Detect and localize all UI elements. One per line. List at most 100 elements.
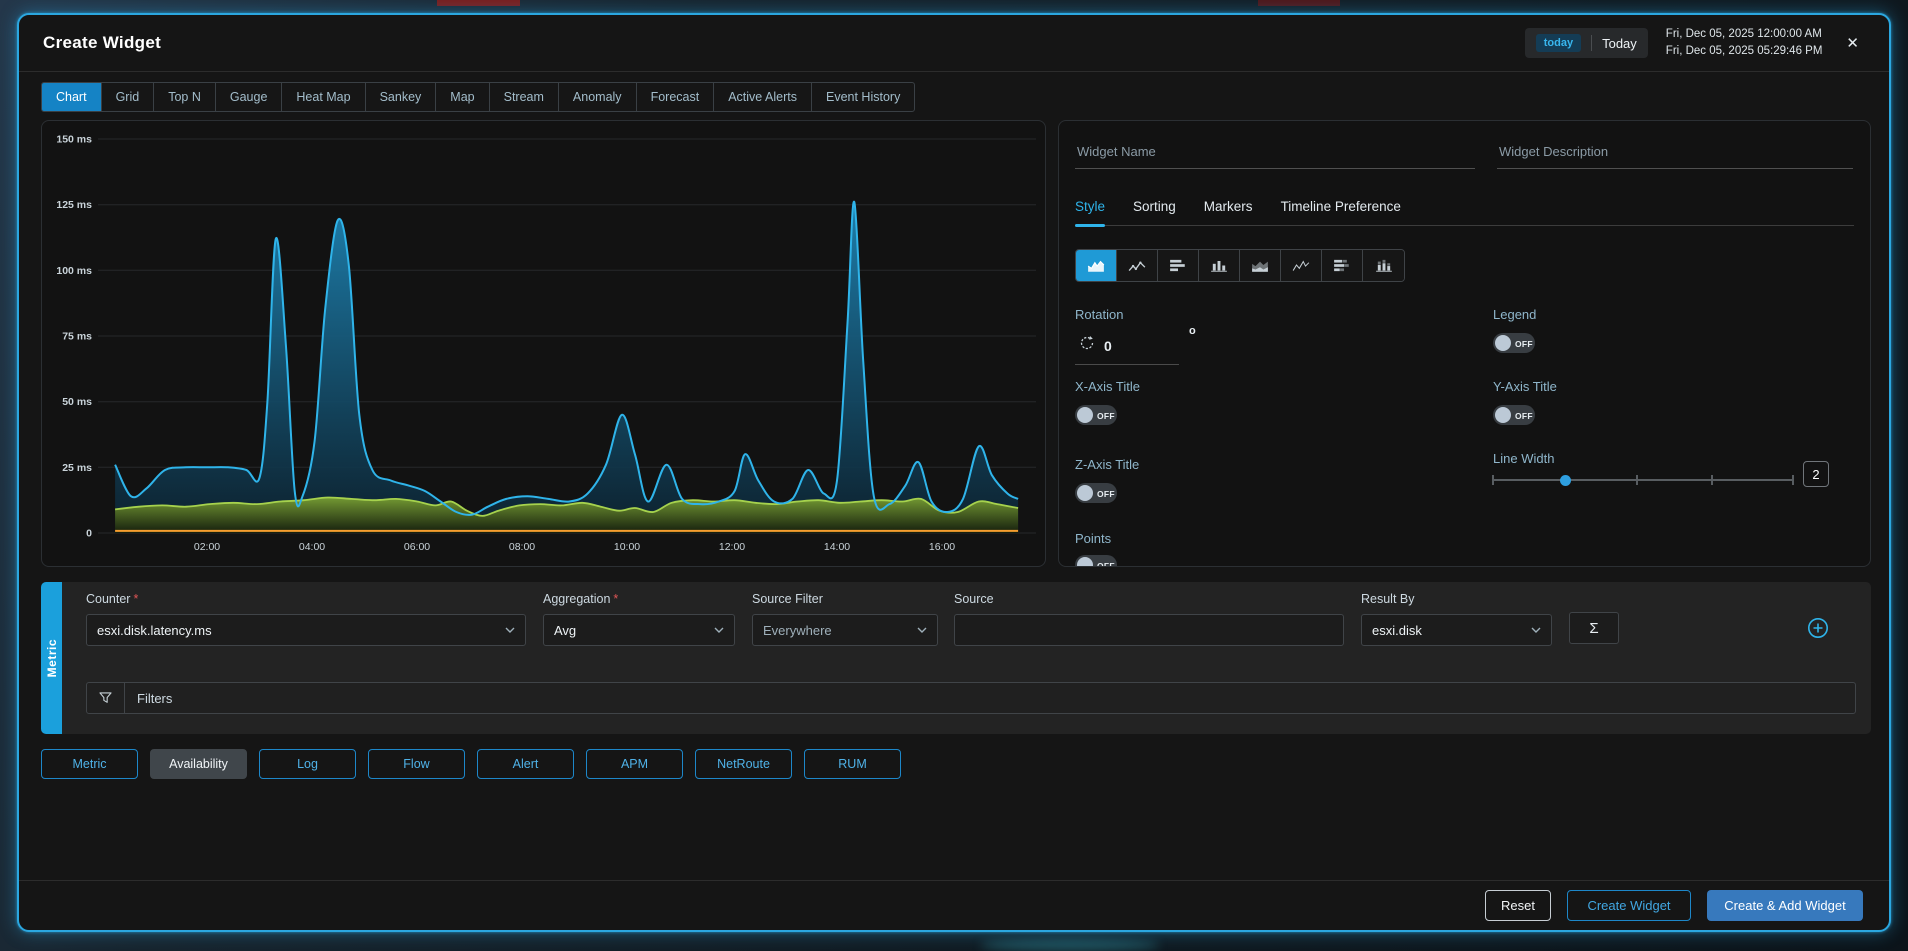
datasource-tab-alert[interactable]: Alert	[477, 749, 574, 779]
counter-select[interactable]: esxi.disk.latency.ms	[86, 614, 526, 646]
svg-text:16:00: 16:00	[929, 541, 955, 553]
slider-handle[interactable]	[1560, 475, 1571, 486]
widget-name-input[interactable]	[1075, 135, 1475, 169]
widget-type-tab-grid[interactable]: Grid	[102, 83, 155, 111]
area-chart-icon[interactable]	[1076, 250, 1117, 281]
widget-type-tab-sankey[interactable]: Sankey	[366, 83, 437, 111]
y-axis-title-toggle[interactable]: OFF	[1493, 405, 1535, 425]
source-field: Source	[954, 592, 1344, 646]
x-axis-title-label: X-Axis Title	[1075, 379, 1140, 394]
time-range-label: Today	[1602, 36, 1637, 51]
aggregation-function-button[interactable]: Σ	[1569, 612, 1619, 644]
chart-preview-panel: 150 ms125 ms100 ms75 ms50 ms25 ms002:000…	[41, 120, 1046, 567]
y-axis-title-label: Y-Axis Title	[1493, 379, 1557, 394]
chevron-down-icon	[714, 627, 724, 633]
create-add-widget-button[interactable]: Create & Add Widget	[1707, 890, 1863, 921]
settings-tab-markers[interactable]: Markers	[1204, 199, 1253, 225]
spline-chart-icon[interactable]	[1281, 250, 1322, 281]
filters-label: Filters	[137, 691, 172, 706]
widget-type-tab-anomaly[interactable]: Anomaly	[559, 83, 637, 111]
toggle-state-label: OFF	[1097, 489, 1115, 499]
settings-tab-timeline-preference[interactable]: Timeline Preference	[1281, 199, 1401, 225]
metric-tab-label: Metric	[45, 639, 59, 677]
metric-builder-tab[interactable]: Metric	[41, 582, 62, 734]
line-chart-icon[interactable]	[1117, 250, 1158, 281]
svg-text:100 ms: 100 ms	[56, 265, 92, 277]
slider-tick	[1711, 475, 1713, 485]
dialog-header: Create Widget today Today Fri, Dec 05, 2…	[19, 15, 1889, 72]
result-by-select[interactable]: esxi.disk	[1361, 614, 1552, 646]
counter-label: Counter*	[86, 592, 526, 606]
widget-type-tab-event-history[interactable]: Event History	[812, 83, 914, 111]
z-axis-title-toggle[interactable]: OFF	[1075, 483, 1117, 503]
widget-type-tab-stream[interactable]: Stream	[490, 83, 559, 111]
aggregation-field: Aggregation* Avg	[543, 592, 735, 646]
page-title: Create Widget	[43, 33, 161, 53]
aggregation-select[interactable]: Avg	[543, 614, 735, 646]
widget-type-tab-map[interactable]: Map	[436, 83, 489, 111]
datasource-tab-availability[interactable]: Availability	[150, 749, 247, 779]
widget-description-input[interactable]	[1497, 135, 1853, 169]
widget-type-tab-forecast[interactable]: Forecast	[637, 83, 715, 111]
toggle-state-label: OFF	[1515, 339, 1533, 349]
points-toggle[interactable]: OFF	[1075, 555, 1117, 567]
slider-track	[1493, 479, 1793, 481]
time-range-dates: Fri, Dec 05, 2025 12:00:00 AM Fri, Dec 0…	[1666, 26, 1823, 60]
points-label: Points	[1075, 531, 1111, 546]
time-range-selector[interactable]: today Today	[1525, 28, 1648, 58]
datasource-tab-flow[interactable]: Flow	[368, 749, 465, 779]
header-right: today Today Fri, Dec 05, 2025 12:00:00 A…	[1525, 26, 1865, 60]
time-to: Fri, Dec 05, 2025 05:29:46 PM	[1666, 43, 1823, 60]
toggle-knob	[1077, 407, 1093, 423]
add-metric-icon[interactable]	[1807, 617, 1829, 639]
widget-type-tab-gauge[interactable]: Gauge	[216, 83, 283, 111]
line-width-value: 2	[1803, 461, 1829, 487]
source-filter-label: Source Filter	[752, 592, 938, 606]
widget-type-tab-chart[interactable]: Chart	[42, 83, 102, 111]
filters-bar[interactable]: Filters	[86, 682, 1856, 714]
datasource-tab-apm[interactable]: APM	[586, 749, 683, 779]
legend-label: Legend	[1493, 307, 1536, 322]
chevron-down-icon	[1531, 627, 1541, 633]
stacked-bar-vertical-icon[interactable]	[1363, 250, 1404, 281]
datasource-tab-netroute[interactable]: NetRoute	[695, 749, 792, 779]
rotation-input[interactable]: 0	[1075, 333, 1179, 365]
reset-button[interactable]: Reset	[1485, 890, 1551, 921]
toggle-knob	[1077, 557, 1093, 567]
widget-type-tab-top-n[interactable]: Top N	[154, 83, 216, 111]
bar-vertical-icon[interactable]	[1199, 250, 1240, 281]
close-icon[interactable]: ✕	[1840, 32, 1865, 54]
create-widget-button[interactable]: Create Widget	[1567, 890, 1691, 921]
datasource-tab-rum[interactable]: RUM	[804, 749, 901, 779]
svg-text:75 ms: 75 ms	[62, 331, 92, 343]
datasource-tab-log[interactable]: Log	[259, 749, 356, 779]
settings-tab-sorting[interactable]: Sorting	[1133, 199, 1176, 225]
bar-horizontal-icon[interactable]	[1158, 250, 1199, 281]
stacked-area-icon[interactable]	[1240, 250, 1281, 281]
settings-tab-style[interactable]: Style	[1075, 199, 1105, 225]
widget-type-tab-active-alerts[interactable]: Active Alerts	[714, 83, 812, 111]
x-axis-title-toggle[interactable]: OFF	[1075, 405, 1117, 425]
chevron-down-icon	[505, 627, 515, 633]
result-by-value: esxi.disk	[1372, 623, 1422, 638]
rotate-icon	[1079, 335, 1095, 356]
legend-toggle[interactable]: OFF	[1493, 333, 1535, 353]
source-input[interactable]	[954, 614, 1344, 646]
metric-builder-card: Metric Counter* esxi.disk.latency.ms Agg…	[41, 582, 1871, 734]
datasource-tab-metric[interactable]: Metric	[41, 749, 138, 779]
toggle-knob	[1495, 335, 1511, 351]
source-filter-select[interactable]: Everywhere	[752, 614, 938, 646]
svg-text:02:00: 02:00	[194, 541, 220, 553]
toggle-state-label: OFF	[1515, 411, 1533, 421]
widget-type-tab-heat-map[interactable]: Heat Map	[282, 83, 365, 111]
required-asterisk: *	[133, 592, 138, 606]
chart-style-selector	[1075, 249, 1405, 282]
aggregation-label: Aggregation*	[543, 592, 735, 606]
z-axis-title-label: Z-Axis Title	[1075, 457, 1139, 472]
widget-type-tabs: ChartGridTop NGaugeHeat MapSankeyMapStre…	[41, 82, 915, 112]
line-width-slider[interactable]	[1493, 473, 1793, 487]
svg-text:150 ms: 150 ms	[56, 134, 92, 146]
svg-text:06:00: 06:00	[404, 541, 430, 553]
stacked-bar-horizontal-icon[interactable]	[1322, 250, 1363, 281]
settings-tabs: Style Sorting Markers Timeline Preference	[1075, 199, 1854, 226]
